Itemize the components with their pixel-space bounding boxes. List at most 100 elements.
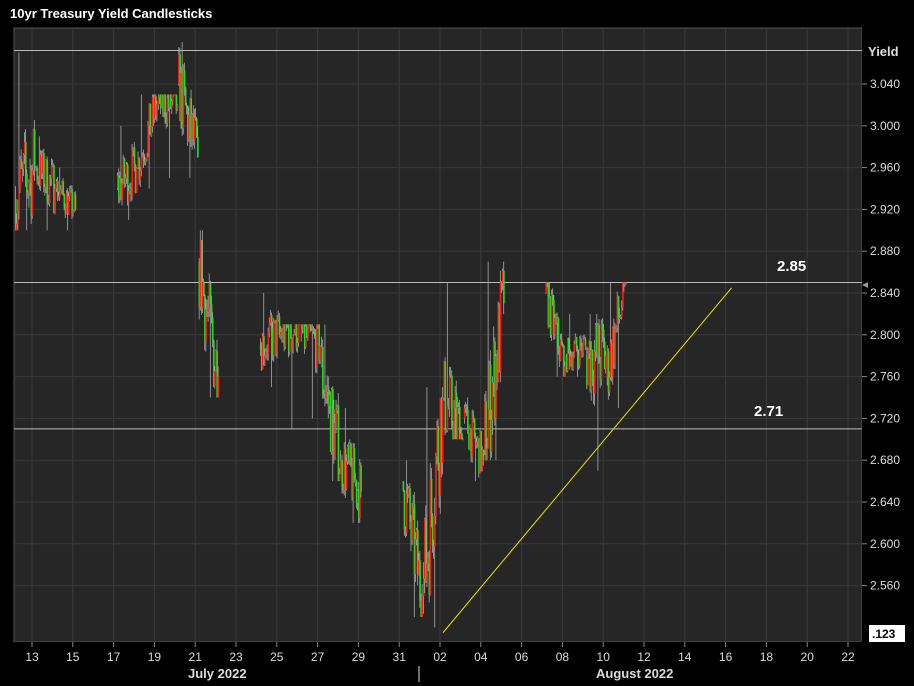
y-axis-panel bbox=[862, 28, 910, 642]
candle-body bbox=[600, 324, 603, 379]
candle-body bbox=[558, 348, 561, 361]
candle-body bbox=[71, 189, 73, 215]
candle-body bbox=[305, 326, 307, 348]
x-tick-label: 06 bbox=[515, 650, 529, 664]
candle-body bbox=[149, 103, 152, 136]
x-tick-label: 29 bbox=[352, 650, 366, 664]
candle-body bbox=[52, 165, 54, 167]
candle-body bbox=[403, 490, 406, 530]
candle-body bbox=[338, 474, 341, 482]
candle-body bbox=[183, 70, 186, 88]
y-tick-label: 2.960 bbox=[870, 161, 900, 175]
candle-body bbox=[146, 153, 148, 160]
candle-body bbox=[548, 296, 551, 326]
y-tick-label: 2.840 bbox=[870, 286, 900, 300]
candle-body bbox=[555, 317, 557, 324]
candle-body bbox=[431, 515, 434, 545]
candle-body bbox=[478, 438, 480, 474]
candle-body bbox=[481, 449, 484, 469]
candle-body bbox=[215, 350, 217, 371]
last-value-badge: .123 bbox=[869, 625, 905, 642]
candle-body bbox=[402, 481, 405, 491]
candle-body bbox=[210, 304, 213, 318]
candle-body bbox=[158, 94, 161, 98]
candle-body bbox=[554, 317, 556, 335]
candle-body bbox=[259, 345, 262, 350]
candle-body bbox=[160, 94, 162, 108]
candle-body bbox=[418, 560, 420, 576]
candle-body bbox=[557, 317, 560, 349]
candle-body bbox=[612, 327, 614, 377]
candle-body bbox=[473, 418, 476, 437]
candle-body bbox=[47, 202, 50, 204]
candle-body bbox=[21, 168, 24, 170]
candle-body bbox=[599, 363, 602, 379]
candle-body bbox=[588, 341, 591, 354]
candle-body bbox=[441, 397, 444, 464]
candle-body bbox=[581, 346, 583, 354]
candle-body bbox=[315, 335, 317, 368]
candle-body bbox=[289, 324, 291, 353]
candle-body bbox=[16, 223, 18, 231]
candle-body bbox=[178, 54, 180, 84]
candle-body bbox=[496, 356, 499, 381]
candle-body bbox=[193, 117, 196, 141]
candle-body bbox=[501, 270, 504, 284]
candle-body bbox=[125, 164, 128, 179]
candle-body bbox=[490, 419, 493, 452]
candle-body bbox=[479, 431, 481, 474]
candle-body bbox=[275, 320, 277, 353]
candle-body bbox=[426, 563, 428, 582]
candle-body bbox=[22, 154, 25, 169]
candle-body bbox=[130, 188, 132, 196]
candle-body bbox=[621, 307, 623, 317]
candle-body bbox=[348, 446, 350, 460]
candle-body bbox=[603, 341, 606, 369]
candle-body bbox=[438, 466, 441, 496]
candle-layer bbox=[15, 42, 628, 628]
candle-body bbox=[311, 330, 314, 332]
candle-body bbox=[44, 186, 46, 190]
candle-body bbox=[433, 544, 435, 546]
candle-body bbox=[592, 381, 595, 394]
candle-body bbox=[607, 350, 610, 392]
candle-body bbox=[595, 325, 597, 352]
candle-body bbox=[265, 351, 267, 356]
candle-body bbox=[188, 114, 190, 140]
candle-body bbox=[199, 240, 202, 307]
candle-body bbox=[468, 433, 470, 450]
candle-body bbox=[164, 94, 167, 119]
candle-body bbox=[63, 194, 66, 208]
candle-body bbox=[128, 191, 130, 202]
candle-body bbox=[148, 103, 151, 126]
candle-body bbox=[278, 316, 281, 335]
candle-body bbox=[435, 455, 437, 517]
candle-body bbox=[42, 152, 44, 174]
candle-body bbox=[494, 341, 496, 418]
candle-body bbox=[281, 332, 283, 341]
candle-body bbox=[27, 192, 29, 195]
candle-body bbox=[29, 168, 32, 184]
candle-body bbox=[172, 94, 174, 101]
candle-body bbox=[46, 159, 49, 203]
candle-body bbox=[321, 347, 323, 367]
candle-body bbox=[334, 423, 336, 460]
candle-body bbox=[325, 391, 328, 399]
candle-body bbox=[68, 195, 70, 215]
candle-body bbox=[343, 448, 346, 490]
candle-body bbox=[408, 488, 410, 495]
candle-body bbox=[205, 309, 207, 342]
candle-body bbox=[611, 343, 613, 377]
candle-body bbox=[417, 530, 419, 576]
candle-body bbox=[489, 364, 492, 452]
candle-body bbox=[407, 493, 409, 495]
candle-body bbox=[118, 175, 120, 196]
candle-body bbox=[412, 504, 415, 509]
candle-body bbox=[152, 96, 155, 119]
candle-body bbox=[269, 315, 272, 324]
candle-body bbox=[564, 366, 566, 377]
candle-body bbox=[147, 125, 149, 154]
candle-body bbox=[192, 114, 195, 141]
candle-body bbox=[49, 175, 52, 180]
candle-body bbox=[165, 118, 168, 124]
